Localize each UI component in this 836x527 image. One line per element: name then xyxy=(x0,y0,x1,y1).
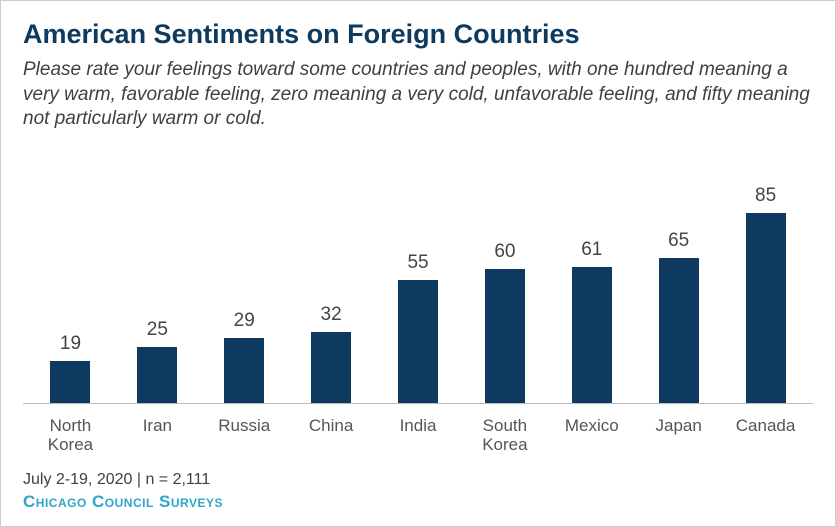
chart-subtitle: Please rate your feelings toward some co… xyxy=(23,58,813,132)
bar-value: 19 xyxy=(60,333,81,355)
bar-col: 85 xyxy=(722,150,809,403)
bar-col: 32 xyxy=(288,150,375,403)
category-label: Japan xyxy=(635,416,722,455)
chart-container: American Sentiments on Foreign Countries… xyxy=(1,1,835,526)
category-label: Canada xyxy=(722,416,809,455)
bar-col: 29 xyxy=(201,150,288,403)
category-label: Iran xyxy=(114,416,201,455)
bar-col: 65 xyxy=(635,150,722,403)
bar xyxy=(224,338,264,403)
bar-value: 65 xyxy=(668,230,689,252)
bar xyxy=(485,269,525,403)
category-label: Mexico xyxy=(548,416,635,455)
bars-row: 19 25 29 32 55 60 xyxy=(23,150,813,404)
category-label: India xyxy=(375,416,462,455)
bar-col: 19 xyxy=(27,150,114,403)
chart-plot-area: 19 25 29 32 55 60 xyxy=(23,150,813,404)
bar-col: 25 xyxy=(114,150,201,403)
bar-value: 25 xyxy=(147,319,168,341)
bar-value: 32 xyxy=(321,304,342,326)
category-label: NorthKorea xyxy=(27,416,114,455)
footer-meta: July 2-19, 2020 | n = 2,111 xyxy=(23,471,813,489)
category-label: Russia xyxy=(201,416,288,455)
bar-col: 60 xyxy=(461,150,548,403)
bar xyxy=(398,280,438,403)
bar-value: 61 xyxy=(581,239,602,261)
bar xyxy=(746,213,786,403)
bar xyxy=(137,347,177,403)
category-label: SouthKorea xyxy=(461,416,548,455)
bar-value: 29 xyxy=(234,310,255,332)
bar-value: 85 xyxy=(755,185,776,207)
bar-col: 61 xyxy=(548,150,635,403)
bar xyxy=(50,361,90,403)
category-labels-row: NorthKorea Iran Russia China India South… xyxy=(23,408,813,455)
bar-value: 55 xyxy=(407,252,428,274)
footer-brand: Chicago Council Surveys xyxy=(23,492,813,512)
bar xyxy=(572,267,612,403)
bar-col: 55 xyxy=(375,150,462,403)
bar-value: 60 xyxy=(494,241,515,263)
chart-title: American Sentiments on Foreign Countries xyxy=(23,19,813,50)
bar xyxy=(659,258,699,403)
category-label: China xyxy=(288,416,375,455)
bar xyxy=(311,332,351,403)
